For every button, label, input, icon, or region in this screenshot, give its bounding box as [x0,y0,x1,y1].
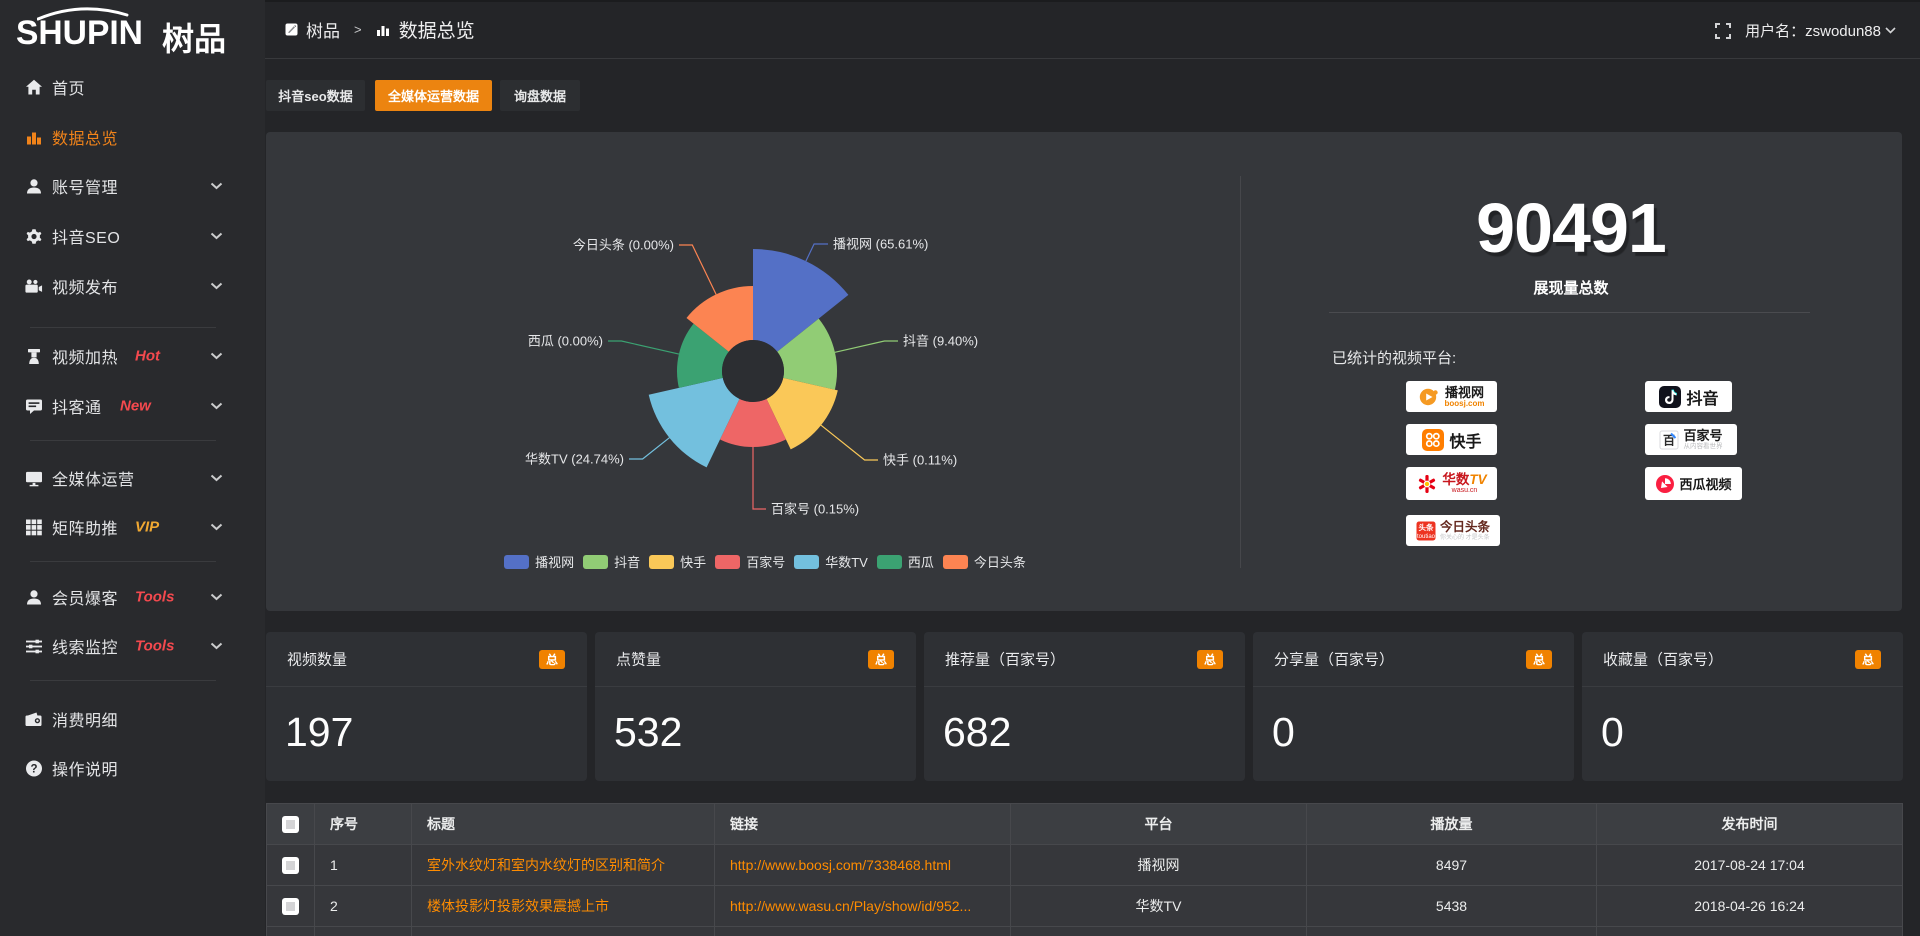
svg-text:头条: 头条 [1418,522,1434,532]
svg-text:西瓜 (0.00%): 西瓜 (0.00%) [528,334,603,349]
svg-text:华数TV (24.74%): 华数TV (24.74%) [525,452,624,467]
svg-text:播视网 (65.61%): 播视网 (65.61%) [833,237,928,252]
svg-text:抖音 (9.40%): 抖音 (9.40%) [903,334,978,349]
svg-text:百: 百 [1663,433,1675,447]
svg-text:百家号 (0.15%): 百家号 (0.15%) [771,502,859,517]
svg-text:?: ? [30,763,37,775]
svg-text:toutiao: toutiao [1417,534,1436,540]
svg-text:快手 (0.11%): 快手 (0.11%) [883,453,957,468]
svg-text:今日头条 (0.00%): 今日头条 (0.00%) [573,238,674,253]
